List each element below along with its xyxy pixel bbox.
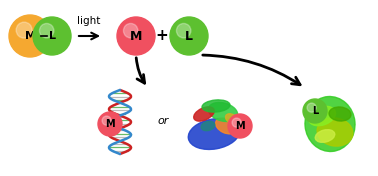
Circle shape <box>124 23 138 38</box>
Ellipse shape <box>305 96 355 152</box>
Circle shape <box>303 99 327 123</box>
Circle shape <box>39 23 54 38</box>
Ellipse shape <box>215 118 236 134</box>
Circle shape <box>170 17 208 55</box>
Ellipse shape <box>317 118 353 146</box>
Circle shape <box>98 112 122 136</box>
Ellipse shape <box>308 106 336 126</box>
Text: M: M <box>235 121 245 131</box>
Circle shape <box>33 17 71 55</box>
Circle shape <box>307 103 316 112</box>
Text: +: + <box>156 29 168 43</box>
Text: M: M <box>25 31 36 41</box>
Ellipse shape <box>315 130 335 142</box>
Ellipse shape <box>201 121 215 131</box>
Circle shape <box>232 118 241 127</box>
Text: L: L <box>48 31 56 41</box>
Text: L: L <box>185 30 193 42</box>
Text: M: M <box>130 30 142 42</box>
Circle shape <box>16 22 32 38</box>
Ellipse shape <box>202 100 230 112</box>
Circle shape <box>177 23 191 38</box>
Ellipse shape <box>208 102 238 121</box>
Text: light: light <box>77 16 101 26</box>
Text: or: or <box>157 116 169 126</box>
Ellipse shape <box>188 119 240 149</box>
Circle shape <box>9 15 51 57</box>
Ellipse shape <box>194 107 214 121</box>
Circle shape <box>228 114 252 138</box>
Ellipse shape <box>329 107 351 121</box>
Circle shape <box>102 116 111 125</box>
Text: M: M <box>105 119 115 129</box>
Circle shape <box>117 17 155 55</box>
Text: L: L <box>312 106 318 116</box>
Ellipse shape <box>226 114 239 124</box>
